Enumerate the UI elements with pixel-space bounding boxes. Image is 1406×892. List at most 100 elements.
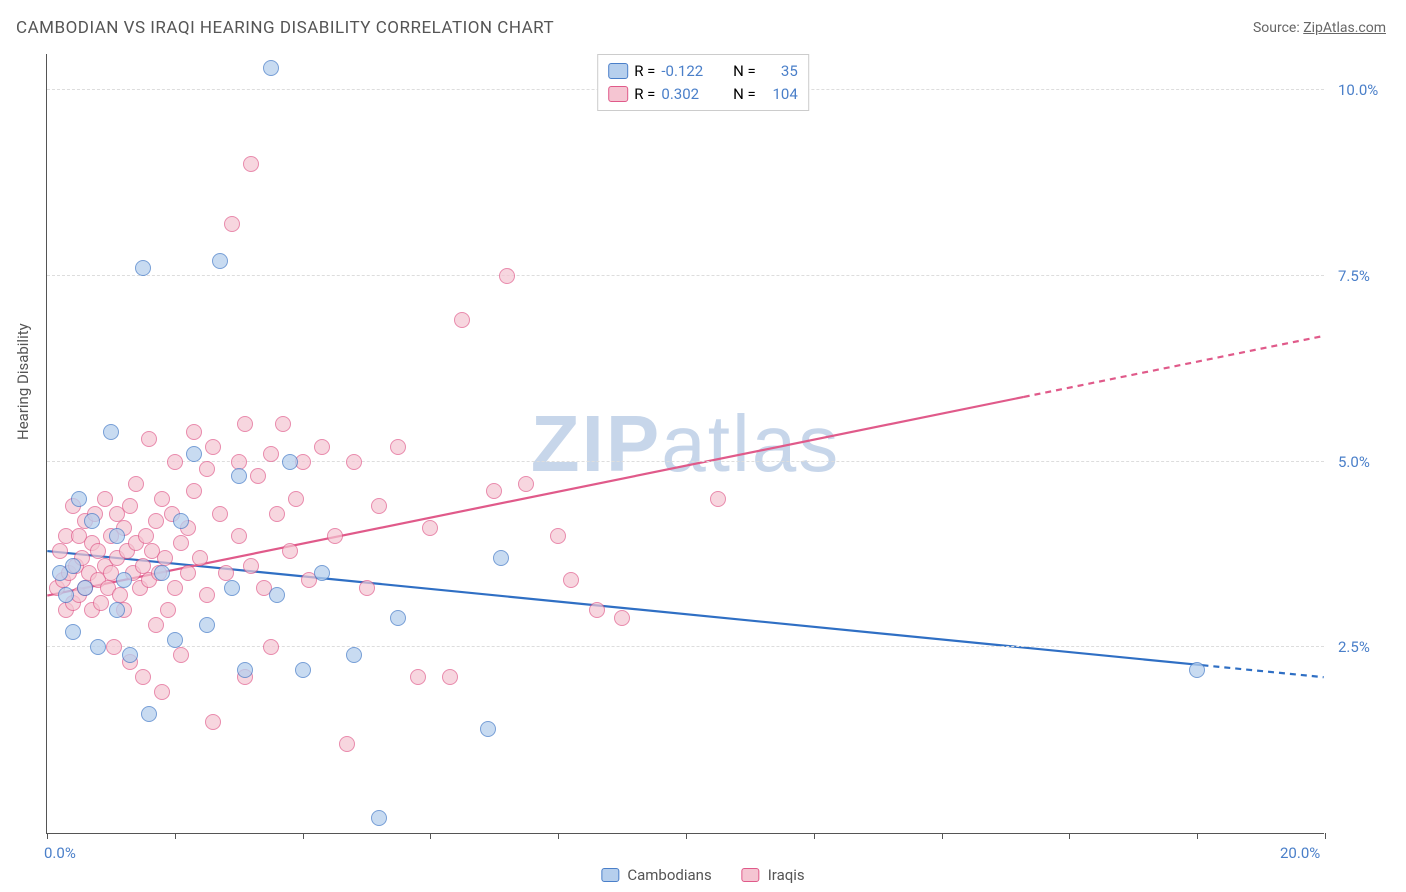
scatter-point [614, 610, 630, 626]
scatter-point [77, 580, 93, 596]
scatter-point [65, 624, 81, 640]
scatter-point [52, 543, 68, 559]
scatter-point [359, 580, 375, 596]
scatter-point [346, 454, 362, 470]
scatter-point [141, 431, 157, 447]
legend-bottom-swatch-cambodians [601, 868, 619, 882]
scatter-point [499, 268, 515, 284]
scatter-point [1189, 662, 1205, 678]
scatter-point [212, 506, 228, 522]
scatter-point [135, 558, 151, 574]
legend-r-value-1: 0.302 [661, 83, 717, 106]
trend-lines-svg [47, 54, 1324, 833]
x-tick [175, 833, 176, 839]
scatter-point [122, 647, 138, 663]
scatter-point [390, 439, 406, 455]
scatter-point [314, 439, 330, 455]
x-tick [430, 833, 431, 839]
scatter-point [167, 454, 183, 470]
x-tick [303, 833, 304, 839]
scatter-point [186, 483, 202, 499]
legend-n-value-1: 104 [762, 83, 798, 106]
legend-row-cambodians: R = -0.122 N = 35 [608, 60, 798, 83]
scatter-point [199, 617, 215, 633]
x-tick [1069, 833, 1070, 839]
scatter-point [224, 216, 240, 232]
x-tick [814, 833, 815, 839]
scatter-point [231, 454, 247, 470]
scatter-point [186, 446, 202, 462]
scatter-point [269, 587, 285, 603]
scatter-point [275, 416, 291, 432]
scatter-point [224, 580, 240, 596]
scatter-point [97, 491, 113, 507]
x-tick [558, 833, 559, 839]
scatter-point [263, 639, 279, 655]
scatter-point [282, 543, 298, 559]
scatter-point [160, 602, 176, 618]
scatter-point [148, 513, 164, 529]
scatter-point [173, 535, 189, 551]
y-tick-label: 10.0% [1338, 81, 1378, 99]
x-tick [942, 833, 943, 839]
watermark: ZIPatlas [531, 398, 840, 490]
scatter-point [167, 580, 183, 596]
scatter-point [371, 810, 387, 826]
scatter-point [109, 602, 125, 618]
scatter-point [295, 662, 311, 678]
legend-bottom-label-1: Iraqis [768, 866, 805, 884]
legend-r-value-0: -0.122 [661, 60, 717, 83]
legend-series: Cambodians Iraqis [601, 866, 804, 884]
plot-area: ZIPatlas [46, 54, 1324, 834]
scatter-point [410, 669, 426, 685]
watermark-bold: ZIP [531, 399, 661, 488]
x-tick [1197, 833, 1198, 839]
legend-row-iraqis: R = 0.302 N = 104 [608, 83, 798, 106]
scatter-point [493, 550, 509, 566]
scatter-point [173, 513, 189, 529]
chart-title: CAMBODIAN VS IRAQI HEARING DISABILITY CO… [16, 18, 554, 38]
scatter-point [518, 476, 534, 492]
scatter-point [116, 572, 132, 588]
x-tick [1325, 833, 1326, 839]
scatter-point [205, 439, 221, 455]
y-tick-label: 7.5% [1338, 267, 1370, 285]
scatter-point [212, 253, 228, 269]
y-tick-label: 5.0% [1338, 453, 1370, 471]
scatter-point [314, 565, 330, 581]
gridline-h [47, 275, 1324, 276]
scatter-point [243, 156, 259, 172]
scatter-point [486, 483, 502, 499]
scatter-point [58, 587, 74, 603]
scatter-point [390, 610, 406, 626]
scatter-point [148, 617, 164, 633]
scatter-point [346, 647, 362, 663]
legend-n-label-0: N = [733, 60, 756, 83]
scatter-point [422, 520, 438, 536]
source-label: Source: [1253, 20, 1300, 36]
scatter-point [106, 639, 122, 655]
scatter-point [237, 662, 253, 678]
legend-r-label-1: R = [634, 83, 655, 106]
gridline-h [47, 646, 1324, 647]
legend-item-iraqis: Iraqis [742, 866, 805, 884]
scatter-point [269, 506, 285, 522]
scatter-point [199, 461, 215, 477]
scatter-point [288, 491, 304, 507]
legend-bottom-swatch-iraqis [742, 868, 760, 882]
scatter-point [65, 558, 81, 574]
scatter-point [122, 498, 138, 514]
scatter-point [141, 706, 157, 722]
legend-n-value-0: 35 [762, 60, 798, 83]
legend-n-label-1: N = [733, 83, 756, 106]
scatter-point [327, 528, 343, 544]
scatter-point [135, 260, 151, 276]
scatter-point [71, 491, 87, 507]
watermark-light: atlas [661, 399, 840, 488]
scatter-point [154, 491, 170, 507]
y-axis-title: Hearing Disability [14, 323, 32, 440]
source-link[interactable]: ZipAtlas.com [1303, 20, 1386, 36]
scatter-point [90, 543, 106, 559]
trend-line [1202, 665, 1323, 677]
scatter-point [710, 491, 726, 507]
